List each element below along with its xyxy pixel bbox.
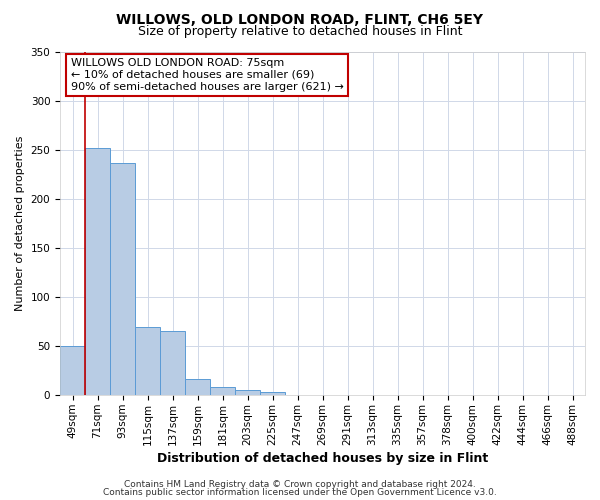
- Bar: [185, 378, 210, 396]
- Bar: [235, 390, 260, 396]
- Bar: [85, 148, 110, 396]
- Bar: [110, 164, 135, 396]
- Bar: [260, 392, 285, 396]
- X-axis label: Distribution of detached houses by size in Flint: Distribution of detached houses by size …: [157, 452, 488, 465]
- Text: WILLOWS OLD LONDON ROAD: 75sqm
← 10% of detached houses are smaller (69)
90% of : WILLOWS OLD LONDON ROAD: 75sqm ← 10% of …: [71, 58, 343, 92]
- Bar: [135, 326, 160, 396]
- Bar: [160, 332, 185, 396]
- Y-axis label: Number of detached properties: Number of detached properties: [15, 136, 25, 311]
- Bar: [60, 346, 85, 396]
- Text: Contains HM Land Registry data © Crown copyright and database right 2024.: Contains HM Land Registry data © Crown c…: [124, 480, 476, 489]
- Text: Contains public sector information licensed under the Open Government Licence v3: Contains public sector information licen…: [103, 488, 497, 497]
- Text: WILLOWS, OLD LONDON ROAD, FLINT, CH6 5EY: WILLOWS, OLD LONDON ROAD, FLINT, CH6 5EY: [116, 12, 484, 26]
- Bar: [210, 388, 235, 396]
- Text: Size of property relative to detached houses in Flint: Size of property relative to detached ho…: [138, 25, 462, 38]
